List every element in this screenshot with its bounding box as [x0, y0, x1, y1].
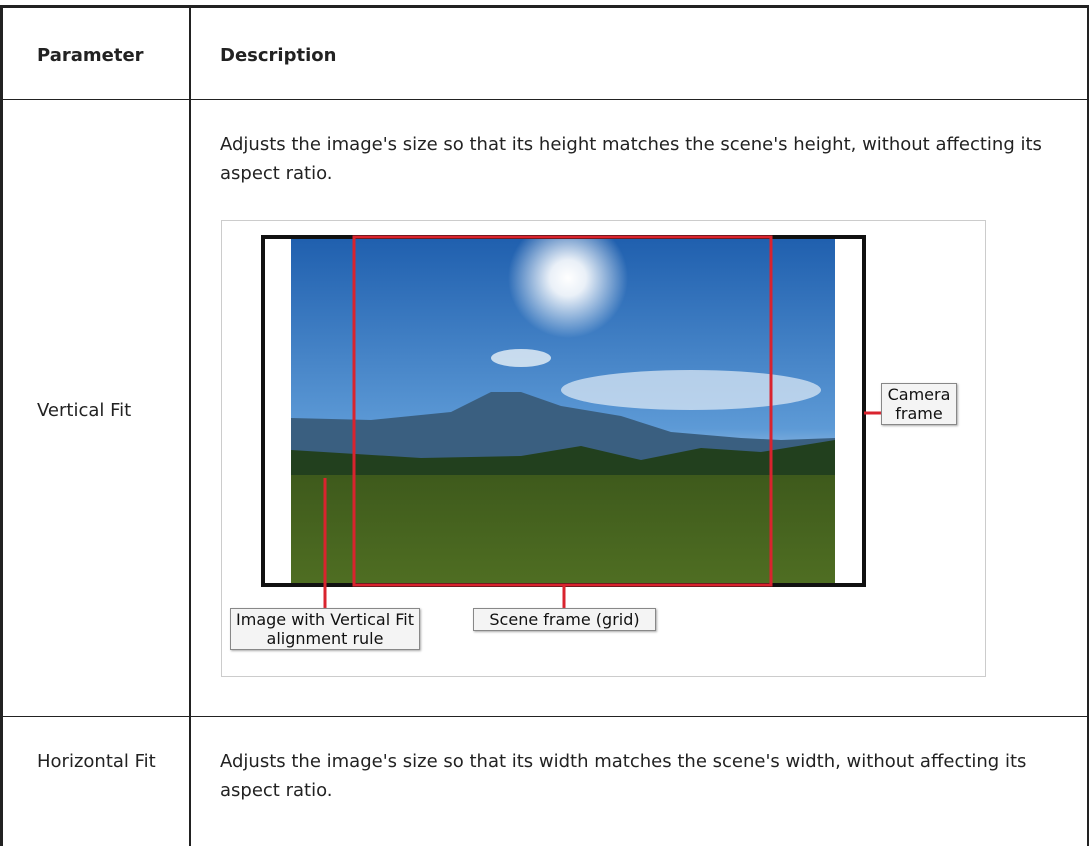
callout-label: Image with Vertical Fit alignment rule	[230, 608, 420, 650]
figure: Camera frame Image with Vertical Fit ali…	[221, 220, 986, 677]
description-text: Adjusts the image's size so that its wid…	[220, 751, 1027, 801]
header-cell: Description	[220, 45, 337, 66]
sun	[508, 220, 628, 338]
row-divider	[0, 716, 1089, 717]
cloud	[491, 349, 551, 367]
parameter-cell: Vertical Fit	[37, 400, 132, 421]
row-divider	[0, 99, 1089, 100]
callout-label: Camera frame	[881, 383, 957, 425]
cloud	[561, 370, 821, 410]
header-cell: Parameter	[37, 45, 144, 66]
callout-label: Scene frame (grid)	[473, 608, 656, 631]
photo-grass	[291, 475, 835, 585]
column-divider	[189, 5, 191, 846]
parameter-cell: Horizontal Fit	[37, 751, 156, 772]
table-border	[0, 5, 3, 846]
figure-illustration	[261, 220, 881, 608]
table-border	[1087, 5, 1089, 846]
trees	[291, 440, 835, 485]
table-border	[0, 5, 1089, 8]
description-text: Adjusts the image's size so that its hei…	[220, 134, 1042, 184]
